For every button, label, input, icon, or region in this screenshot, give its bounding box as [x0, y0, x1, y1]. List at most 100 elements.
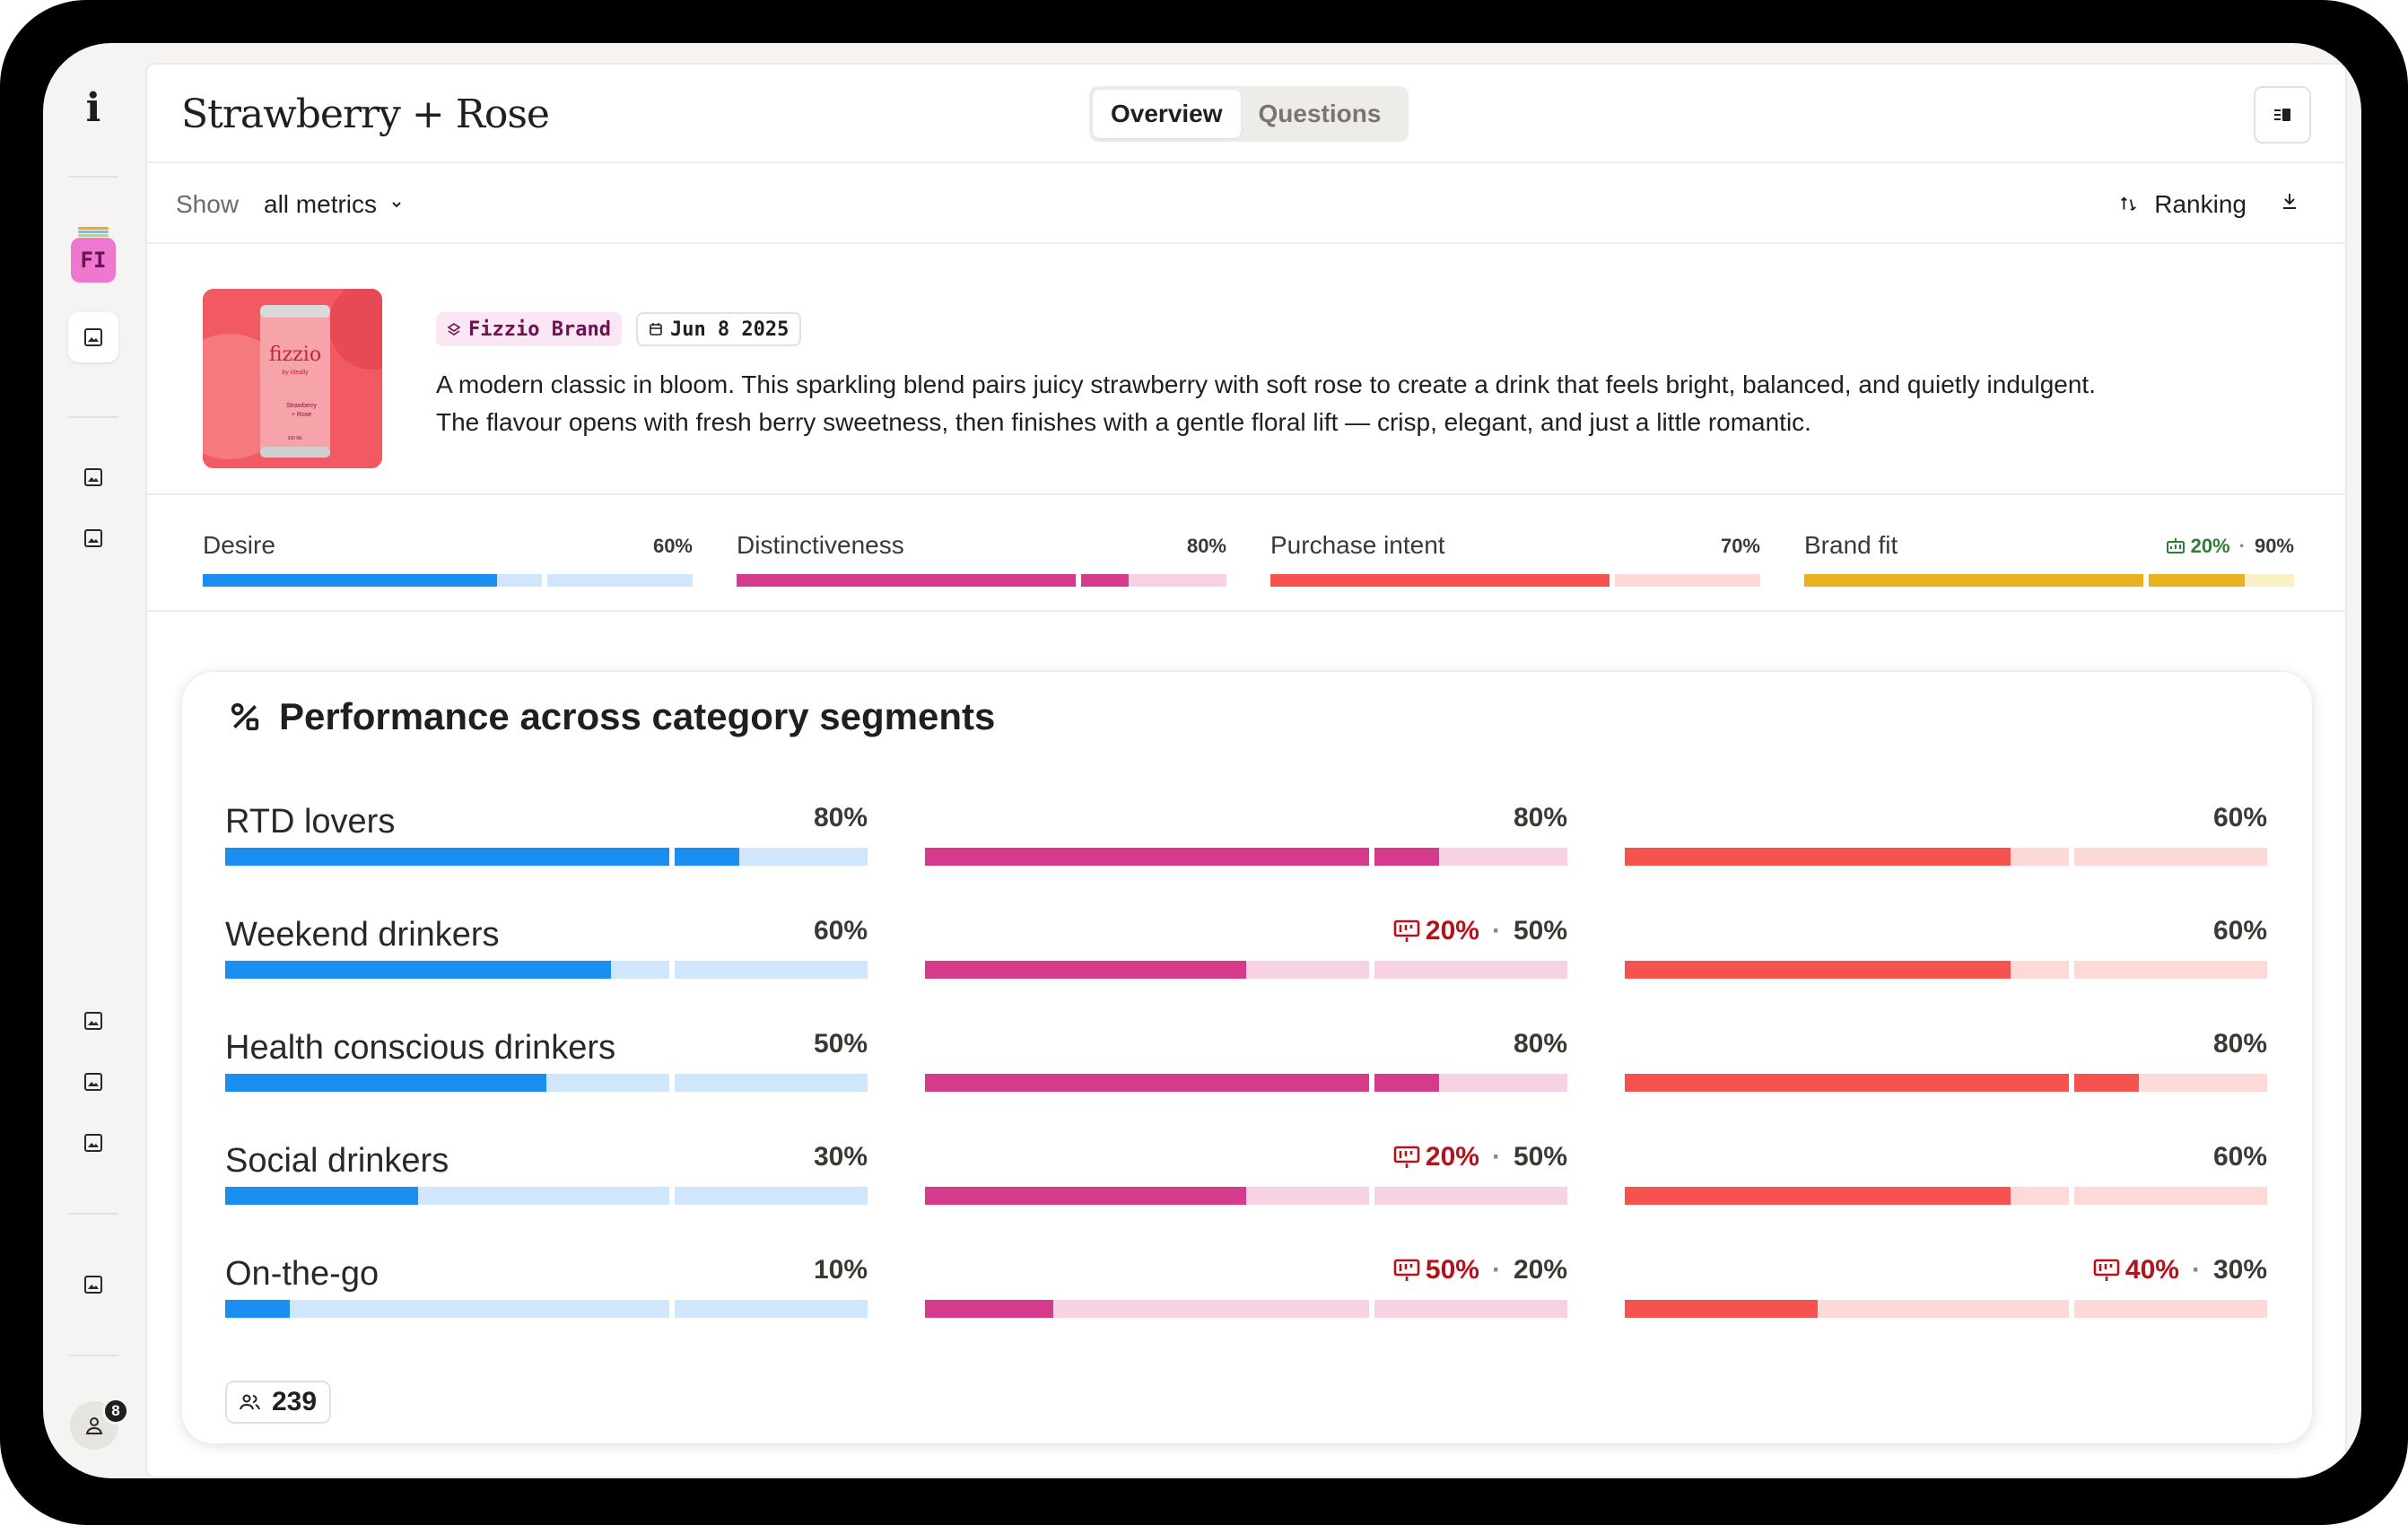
- app-logo[interactable]: i: [68, 83, 118, 133]
- segment-value-text: 80%: [1513, 1029, 1567, 1059]
- product-chips: Fizzio Brand Jun 8 2025: [436, 312, 802, 346]
- segment-cell[interactable]: 40% · 30%: [1625, 1255, 2267, 1354]
- segment-cell[interactable]: 60%: [1625, 916, 2267, 1015]
- bar-fill: [225, 1300, 290, 1318]
- rail-image-6[interactable]: [68, 1259, 118, 1310]
- segment-value-text: 60%: [2212, 1142, 2267, 1172]
- rail-image-active[interactable]: [68, 312, 118, 362]
- rail-image-2[interactable]: [68, 513, 118, 563]
- segment-value: 80%: [1514, 1029, 1567, 1059]
- segment-value-text: 80%: [1513, 803, 1567, 832]
- bar-divider: [669, 961, 675, 979]
- bar-divider: [1369, 1074, 1374, 1092]
- segment-value-text: 60%: [2212, 803, 2267, 832]
- page-header: Strawberry + Rose Overview Questions: [147, 65, 2345, 163]
- metric-value: 70%: [1721, 535, 1760, 558]
- bar-divider: [669, 1300, 675, 1318]
- trend-down-icon: [1393, 1146, 1420, 1168]
- rail-divider: [68, 176, 118, 178]
- segment-cell[interactable]: 60%: [1625, 1142, 2267, 1241]
- segment-row: Social drinkers 30% 20% · 50% 60%: [225, 1142, 2274, 1241]
- left-rail: i FI: [43, 43, 144, 1478]
- tab-overview[interactable]: Overview: [1093, 90, 1241, 138]
- bar-fill: [203, 574, 497, 587]
- workspace-switcher[interactable]: FI: [68, 227, 118, 285]
- rail-image-5[interactable]: [68, 1118, 118, 1168]
- screen: i FI: [43, 43, 2361, 1478]
- view-tabs: Overview Questions: [1089, 86, 1409, 142]
- trend-down-icon: [1393, 1259, 1420, 1281]
- metric-value: 80%: [1187, 535, 1226, 558]
- segment-bar: [1625, 961, 2267, 979]
- bar-fill: [1081, 574, 1129, 587]
- segment-value: 30%: [814, 1142, 868, 1172]
- bar-divider: [2069, 1074, 2074, 1092]
- segment-cell[interactable]: 50%: [225, 1029, 868, 1128]
- workspace-avatar: FI: [71, 227, 116, 283]
- segment-bar: [1625, 848, 2267, 866]
- segment-drop: 50%: [1393, 1255, 1479, 1285]
- segment-cell[interactable]: 80%: [225, 803, 868, 902]
- segment-cell[interactable]: 20% · 50%: [925, 916, 1567, 1015]
- image-icon: [84, 1073, 102, 1091]
- bar-fill: [925, 961, 1246, 979]
- bar-fill: [925, 1074, 1369, 1092]
- metric-label: Desire: [203, 531, 275, 559]
- bar-track-segment: [1374, 961, 1567, 979]
- metric-distinctiveness[interactable]: Distinctiveness 80%: [737, 531, 1226, 587]
- product-image[interactable]: fizzio by ideally Strawberry + Rose 330 …: [203, 289, 382, 468]
- bar-fill: [1270, 574, 1610, 587]
- segment-drop-value: 20%: [1425, 1142, 1479, 1172]
- rail-image-4[interactable]: [68, 1057, 118, 1107]
- segment-value-text: 80%: [813, 803, 868, 832]
- segment-value-text: 10%: [813, 1255, 868, 1285]
- segment-bar: [225, 1187, 868, 1205]
- bar-track-segment: [1615, 574, 1760, 587]
- segment-bar: [1625, 1300, 2267, 1318]
- bar-divider: [2069, 1187, 2074, 1205]
- bar-divider: [2143, 574, 2149, 587]
- segment-cell[interactable]: 20% · 50%: [925, 1142, 1567, 1241]
- segment-cell[interactable]: 50% · 20%: [925, 1255, 1567, 1354]
- metric-desire[interactable]: Desire 60%: [203, 531, 693, 587]
- brand-chip[interactable]: Fizzio Brand: [436, 312, 622, 346]
- metric-delta: 20%: [2190, 535, 2230, 557]
- download-button[interactable]: [2279, 190, 2300, 216]
- segment-cell[interactable]: 80%: [925, 1029, 1567, 1128]
- tab-questions[interactable]: Questions: [1258, 100, 1382, 127]
- bar-divider: [669, 1187, 675, 1205]
- rail-image-1[interactable]: [68, 452, 118, 502]
- bar-fill: [225, 1074, 546, 1092]
- metrics-filter-dropdown[interactable]: all metrics: [264, 190, 404, 219]
- panel-toggle-button[interactable]: [2254, 86, 2311, 144]
- segment-cell[interactable]: 80%: [925, 803, 1567, 902]
- metric-purchase-intent[interactable]: Purchase intent 70%: [1270, 531, 1760, 587]
- segment-cell[interactable]: 10%: [225, 1255, 868, 1354]
- bar-fill: [1374, 1074, 1439, 1092]
- chevron-down-icon: [392, 202, 401, 208]
- bar-fill: [925, 1187, 1246, 1205]
- segment-drop: 20%: [1393, 916, 1479, 946]
- sort-arrows-icon: [2121, 196, 2137, 211]
- segment-label: On-the-go: [225, 1255, 380, 1293]
- bar-track-segment: [675, 961, 868, 979]
- segment-cell[interactable]: 80%: [1625, 1029, 2267, 1128]
- rail-image-3[interactable]: [68, 996, 118, 1046]
- respondent-count[interactable]: 239: [225, 1381, 332, 1424]
- sidebar-panel-icon: [2274, 109, 2290, 121]
- segment-value: 60%: [814, 916, 868, 946]
- segment-value: 40% · 30%: [2093, 1255, 2267, 1285]
- ranking-button[interactable]: Ranking: [2118, 190, 2247, 219]
- image-icon: [84, 328, 102, 346]
- segment-value-text: 30%: [813, 1142, 868, 1172]
- segment-cell[interactable]: 60%: [225, 916, 868, 1015]
- bar-track-segment: [675, 1187, 868, 1205]
- segment-row: RTD lovers 80% 80% 60%: [225, 803, 2274, 902]
- segment-value: 60%: [2213, 803, 2267, 833]
- bar-fill: [1625, 1187, 2011, 1205]
- segment-bar: [925, 1300, 1567, 1318]
- segment-cell[interactable]: 60%: [1625, 803, 2267, 902]
- segment-cell[interactable]: 30%: [225, 1142, 868, 1241]
- metric-brand-fit[interactable]: Brand fit 20% · 90%: [1804, 531, 2294, 587]
- metric-label: Purchase intent: [1270, 531, 1445, 559]
